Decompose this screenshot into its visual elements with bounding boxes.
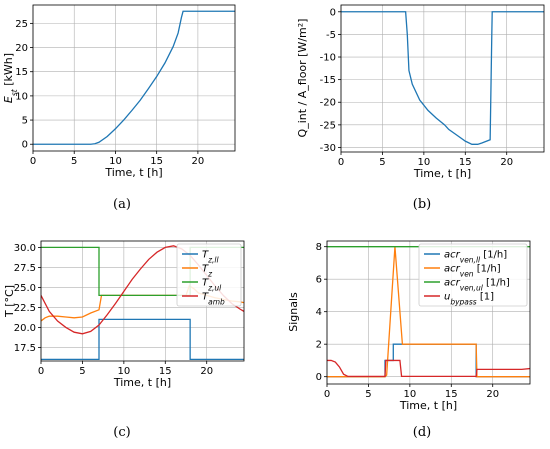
legend-entry: Tamb: [202, 292, 225, 307]
y-tick-label: 22.5: [14, 303, 36, 314]
legend-entry: Tz,ll: [202, 250, 220, 265]
x-tick-label: 10: [417, 157, 430, 168]
y-tick-label: -10: [320, 53, 336, 64]
y-tick-label: 0: [22, 140, 28, 151]
panel-caption: (c): [113, 425, 130, 440]
y-tick-label: 20.0: [14, 323, 36, 334]
panel-caption: (b): [413, 197, 431, 212]
y-tick-label: 0: [316, 372, 322, 383]
y-axis-label: Q_int / A_floor [W/m²]: [296, 19, 309, 138]
x-tick-label: 0: [38, 366, 44, 377]
y-tick-label: 20: [15, 43, 28, 54]
y-tick-label: -15: [320, 75, 336, 86]
x-tick-label: 15: [459, 157, 472, 168]
y-tick-label: -5: [326, 30, 336, 41]
y-tick-label: -25: [320, 120, 336, 131]
plot-frame: [326, 240, 531, 385]
y-axis-label: Signals: [287, 292, 300, 332]
legend-entry: acrven,ul [1/h]: [444, 278, 510, 293]
y-tick-label: 17.5: [14, 343, 36, 354]
plot-frame: [32, 4, 236, 152]
x-tick-label: 15: [445, 389, 458, 400]
y-axis-label: Est [kWh]: [2, 53, 19, 103]
series-line-1: [341, 11, 544, 145]
legend-entry: acrven [1/h]: [444, 264, 501, 279]
y-tick-label: 4: [316, 307, 322, 318]
y-tick-label: 30.0: [14, 243, 36, 254]
x-tick-label: 5: [379, 157, 385, 168]
legend-box: [176, 243, 242, 307]
legend-entry: Tz: [202, 264, 213, 279]
y-tick-label: -20: [320, 98, 336, 109]
x-axis-label: Time, t [h]: [413, 167, 471, 180]
y-tick-label: 25: [15, 19, 28, 30]
y-tick-label: 5: [22, 116, 28, 127]
y-tick-label: 8: [316, 242, 322, 253]
y-tick-label: -30: [320, 143, 336, 154]
x-tick-label: 10: [109, 156, 122, 167]
legend-entry: acrven,ll [1/h]: [444, 250, 507, 265]
x-tick-label: 20: [200, 366, 213, 377]
y-tick-label: 27.5: [14, 263, 36, 274]
x-tick-label: 20: [486, 389, 499, 400]
x-tick-label: 10: [403, 389, 416, 400]
x-tick-label: 0: [324, 389, 330, 400]
y-tick-label: 15: [15, 67, 28, 78]
x-tick-label: 5: [71, 156, 77, 167]
x-axis-label: Time, t [h]: [104, 166, 162, 179]
panel-caption: (a): [113, 197, 131, 212]
x-tick-label: 0: [338, 157, 344, 168]
plot-frame: [40, 240, 245, 362]
x-tick-label: 15: [159, 366, 172, 377]
y-tick-label: 0: [330, 7, 336, 18]
x-axis-label: Time, t [h]: [399, 399, 457, 412]
chart-panel-1: 0 5 10 15 20 0 5 10 15 20 25 Time, t [h] Est [kWh] (a…: [2, 4, 236, 212]
x-tick-label: 20: [500, 157, 513, 168]
x-tick-label: 5: [365, 389, 371, 400]
chart-panel-3: 0 5 10 15 20 17.5 20.0 22.5 25.0 27.5 30.0 Time, t …: [3, 240, 245, 440]
y-tick-label: 25.0: [14, 283, 36, 294]
x-axis-label: Time, t [h]: [113, 376, 171, 389]
y-tick-label: 6: [316, 275, 322, 286]
y-tick-label: 2: [316, 340, 322, 351]
x-tick-label: 15: [150, 156, 163, 167]
x-tick-label: 5: [79, 366, 85, 377]
legend-entry: Tz,ul: [202, 278, 222, 293]
legend-entry: ubypass [1]: [444, 292, 494, 307]
panel-caption: (d): [413, 425, 431, 440]
chart-panel-4: 0 5 10 15 20 0 2 4 6 8 Time, t [h] Signals acrven,ll…: [287, 240, 531, 440]
plot-frame: [340, 4, 545, 153]
legend: acrven,ll [1/h]acrven [1/h]acrven,ul [1/…: [418, 243, 528, 307]
series-line-1: [327, 343, 530, 378]
x-tick-label: 0: [30, 156, 36, 167]
series-line-1: [33, 10, 235, 145]
legend-box: [418, 243, 528, 307]
y-tick-label: 10: [15, 91, 28, 102]
chart-panel-2: 0 5 10 15 20 0 -5 -10 -15 -20 -25 -30 Time, t [h] Q_i…: [296, 4, 545, 212]
series-line-4: [327, 359, 530, 378]
x-tick-label: 20: [192, 156, 205, 167]
x-tick-label: 10: [117, 366, 130, 377]
y-axis-label: T [°C]: [3, 285, 16, 318]
series-line-1: [41, 318, 244, 361]
